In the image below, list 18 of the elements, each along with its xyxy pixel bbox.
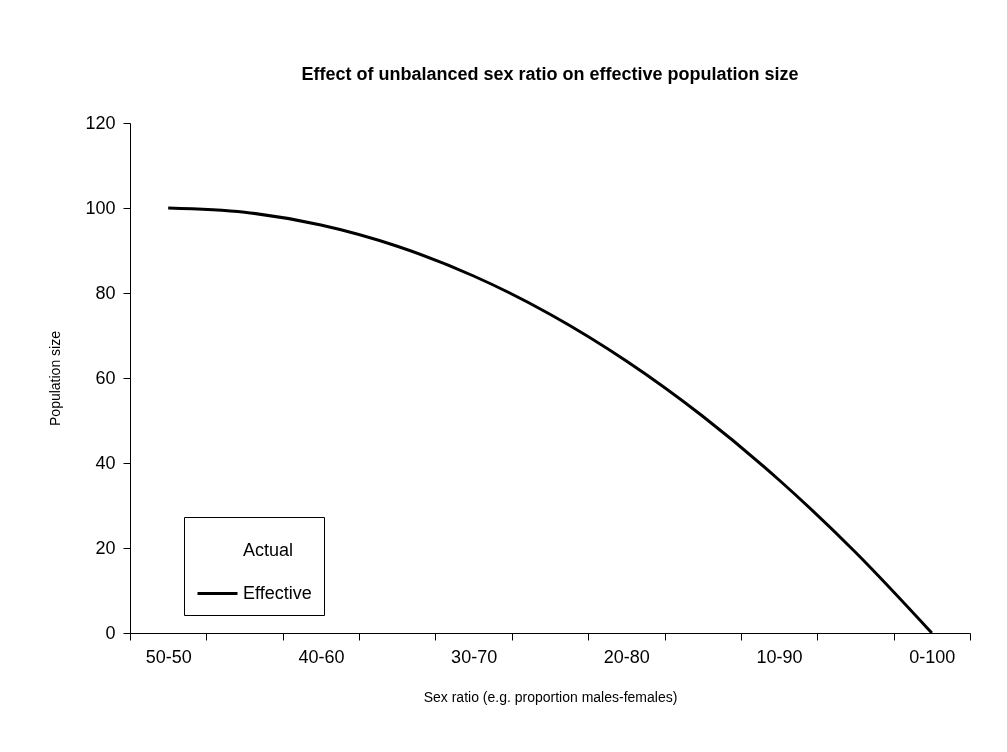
y-tick-label: 100: [85, 197, 116, 218]
x-tick-label: 40-60: [298, 646, 345, 667]
text: Actual: [243, 539, 294, 560]
y-tick-label: 0: [105, 622, 116, 643]
legend-label: Effective: [243, 582, 312, 603]
x-tick-label: 10-90: [756, 646, 803, 667]
y-tick-label: 80: [95, 282, 116, 303]
x-axis-title: Sex ratio (e.g. proportion males-females): [423, 688, 678, 705]
chart-title: Effect of unbalanced sex ratio on effective population size: [301, 64, 799, 84]
y-tick-label: 40: [95, 452, 116, 473]
y-tick-label: 120: [85, 112, 116, 133]
y-tick-label: 20: [95, 537, 116, 558]
x-tick-label: 0-100: [909, 646, 956, 667]
x-tick-label: 30-70: [451, 646, 498, 667]
y-tick-label: 60: [95, 367, 116, 388]
y-axis-title: Population size: [47, 330, 64, 426]
x-tick-label: 50-50: [145, 646, 192, 667]
x-tick-label: 20-80: [603, 646, 650, 667]
